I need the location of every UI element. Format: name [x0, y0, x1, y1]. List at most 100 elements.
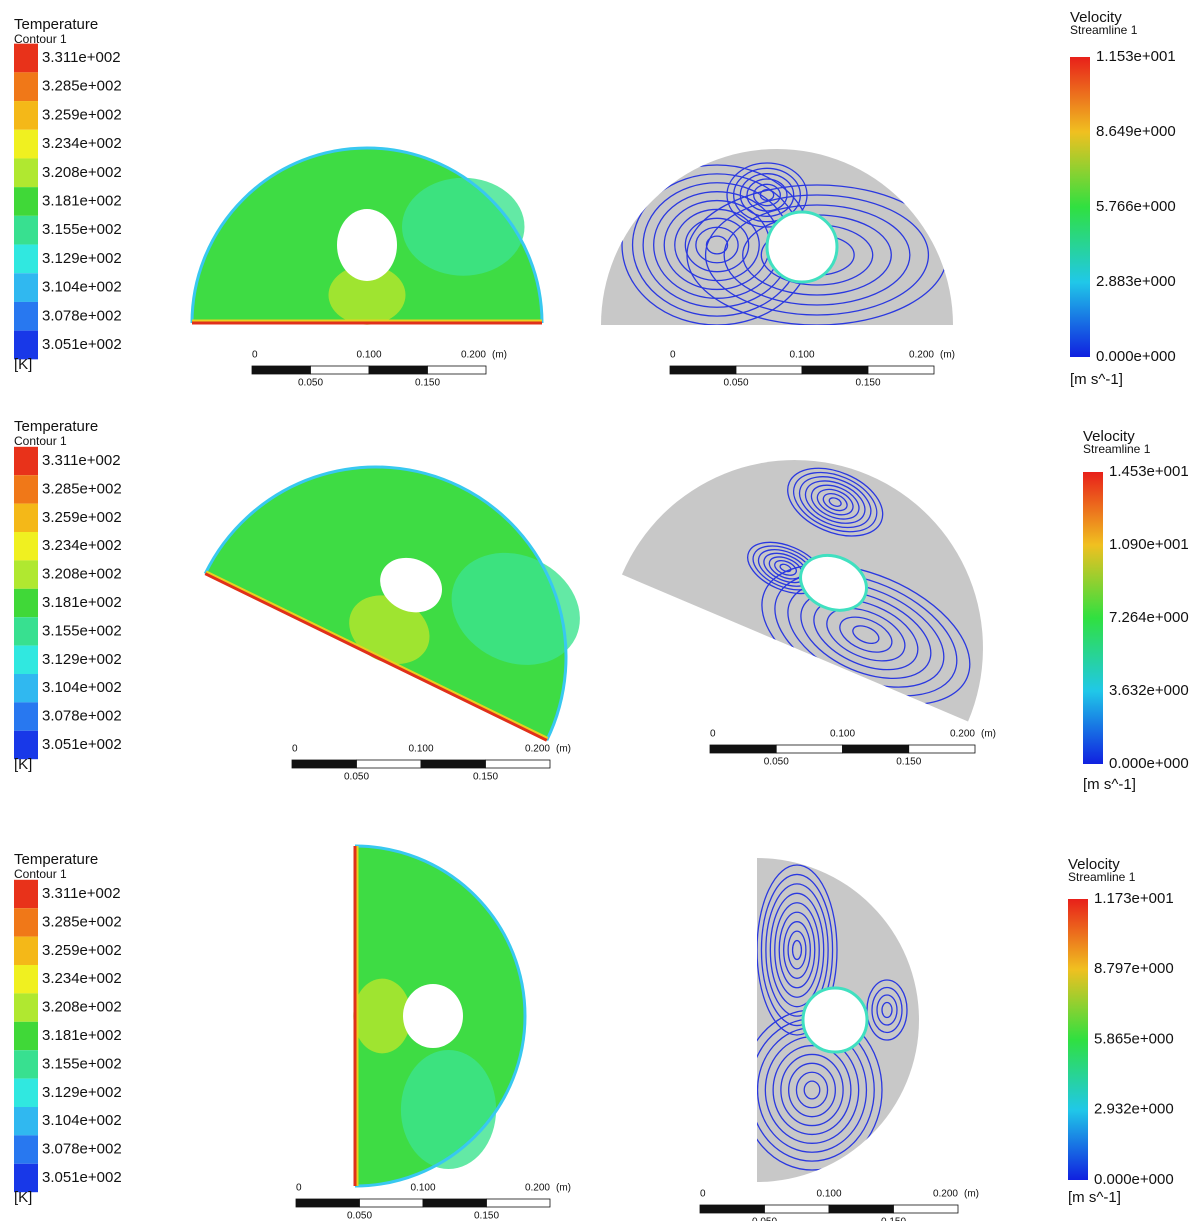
scale-label: 0.050 — [723, 378, 748, 389]
scale-unit: (m) — [492, 350, 507, 361]
legend-label: 1.453e+001 — [1109, 463, 1189, 480]
scale-segment — [486, 760, 551, 768]
legend-label: 1.090e+001 — [1109, 536, 1189, 553]
color-band — [14, 273, 38, 302]
scale-segment — [868, 366, 934, 374]
scale-label: 0.200 — [525, 1183, 550, 1194]
legend-label: 3.051e+002 — [42, 1169, 122, 1186]
scale-label: 0.050 — [764, 757, 789, 768]
legend-label: 3.181e+002 — [42, 594, 122, 611]
temperature-contour — [353, 846, 525, 1186]
color-band — [14, 72, 38, 101]
scale-segment — [909, 745, 975, 753]
color-band — [14, 646, 38, 674]
legend-label: 3.311e+002 — [42, 885, 121, 902]
legend-subtitle: Streamline 1 — [1083, 442, 1151, 456]
color-band — [14, 475, 38, 503]
scale-unit: (m) — [556, 1183, 571, 1194]
legend-label: 3.311e+002 — [42, 49, 121, 66]
velocity-streamlines — [601, 149, 953, 325]
legend-label: 3.234e+002 — [42, 970, 122, 987]
legend-subtitle: Streamline 1 — [1070, 23, 1138, 37]
color-band — [14, 993, 38, 1021]
scale-segment — [487, 1199, 551, 1207]
scale-segment — [776, 745, 842, 753]
color-band — [14, 702, 38, 730]
legend-label: 3.104e+002 — [42, 679, 122, 696]
color-band — [14, 617, 38, 645]
color-band — [14, 101, 38, 130]
legend-label: 0.000e+000 — [1096, 348, 1176, 365]
color-band — [14, 158, 38, 187]
scale-segment — [894, 1205, 959, 1213]
figure: Temperature Contour 1 3.311e+002 3.285e+002… — [0, 0, 1200, 1221]
legend-label: 3.181e+002 — [42, 1027, 122, 1044]
velocity-streamlines — [742, 858, 919, 1182]
legend-unit: [K] — [14, 756, 32, 773]
scale-label: 0 — [670, 350, 676, 361]
legend-unit: [K] — [14, 356, 32, 373]
cylinder — [803, 988, 867, 1052]
color-band — [14, 1135, 38, 1163]
legend-label: 3.181e+002 — [42, 192, 122, 209]
color-band — [14, 1022, 38, 1050]
color-band — [14, 965, 38, 993]
scale-label: 0.150 — [473, 772, 498, 783]
legend-label: 8.649e+000 — [1096, 123, 1176, 140]
legend-label: 5.865e+000 — [1094, 1030, 1174, 1047]
color-band — [14, 130, 38, 159]
legend-label: 8.797e+000 — [1094, 960, 1174, 977]
color-band — [14, 532, 38, 560]
color-bar — [1070, 57, 1090, 357]
scale-label: 0.200 — [950, 729, 975, 740]
scale-segment — [369, 366, 428, 374]
color-band — [14, 44, 38, 73]
legend-unit: [m s^-1] — [1083, 776, 1136, 793]
scale-segment — [736, 366, 802, 374]
legend-label: 2.932e+000 — [1094, 1101, 1174, 1118]
legend-label: 3.259e+002 — [42, 509, 122, 526]
scale-label: 0.200 — [461, 350, 486, 361]
scale-label: 0.050 — [752, 1217, 777, 1221]
scale-label: 0.100 — [816, 1189, 841, 1200]
legend-label: 7.264e+000 — [1109, 609, 1189, 626]
legend-label: 3.234e+002 — [42, 537, 122, 554]
scale-unit: (m) — [556, 744, 571, 755]
legend-label: 3.259e+002 — [42, 106, 122, 123]
color-band — [14, 908, 38, 936]
legend-title: Temperature — [14, 16, 98, 33]
color-band — [14, 216, 38, 245]
color-band — [14, 1107, 38, 1135]
color-bar — [1083, 472, 1103, 764]
scale-segment — [357, 760, 422, 768]
scale-segment — [252, 366, 311, 374]
temperature-contour — [204, 403, 630, 742]
scale-label: 0 — [700, 1189, 706, 1200]
color-band — [14, 245, 38, 274]
color-band — [14, 937, 38, 965]
scale-label: 0.200 — [933, 1189, 958, 1200]
scale-label: 0.100 — [410, 1183, 435, 1194]
legend-title: Temperature — [14, 418, 98, 435]
legend-subtitle: Contour 1 — [14, 867, 67, 881]
color-band — [14, 1164, 38, 1192]
legend-label: 3.104e+002 — [42, 279, 122, 296]
scale-segment — [710, 745, 776, 753]
legend-label: 3.285e+002 — [42, 913, 122, 930]
scale-label: 0.050 — [298, 378, 323, 389]
warm-plume — [353, 979, 411, 1054]
scale-label: 0.050 — [347, 1211, 372, 1221]
legend-label: 3.129e+002 — [42, 250, 122, 267]
legend-label: 3.051e+002 — [42, 336, 122, 353]
scale-label: 0.150 — [881, 1217, 906, 1221]
color-band — [14, 1050, 38, 1078]
legend-label: 0.000e+000 — [1109, 755, 1189, 772]
color-band — [14, 1079, 38, 1107]
cylinder — [337, 209, 397, 281]
scale-label: 0.100 — [408, 744, 433, 755]
color-band — [14, 302, 38, 331]
legend-label: 3.234e+002 — [42, 135, 122, 152]
scale-segment — [700, 1205, 765, 1213]
scale-unit: (m) — [940, 350, 955, 361]
scale-segment — [292, 760, 357, 768]
